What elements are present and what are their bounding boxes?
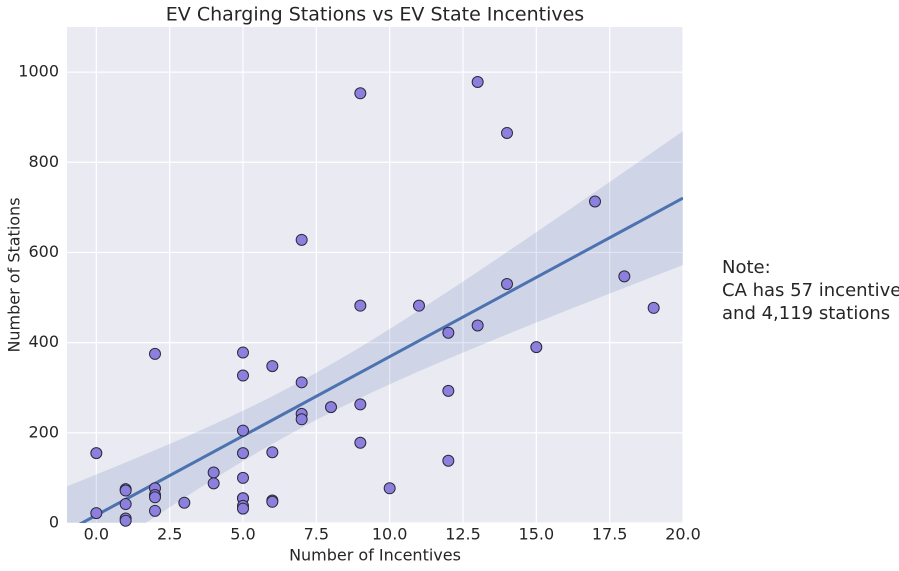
y-tick-label: 0 — [49, 513, 59, 532]
point — [383, 482, 396, 495]
point — [501, 126, 513, 139]
x-tick-label: 2.5 — [157, 525, 182, 544]
x-tick-label: 5.0 — [230, 525, 255, 544]
point — [90, 507, 103, 520]
point — [237, 424, 249, 437]
chart-title: EV Charging Stations vs EV State Incenti… — [166, 4, 584, 26]
point — [237, 502, 249, 515]
point — [442, 384, 455, 397]
point — [295, 233, 308, 246]
point — [237, 471, 249, 484]
point — [119, 514, 132, 527]
point — [354, 299, 367, 312]
point — [237, 369, 249, 382]
point — [354, 436, 367, 449]
point — [90, 447, 103, 460]
point — [266, 360, 279, 373]
x-axis-label: Number of Incentives — [289, 546, 461, 565]
point — [413, 299, 425, 312]
y-tick-label: 200 — [28, 422, 59, 441]
annotation: Note: — [722, 257, 771, 278]
x-tick-label: 20.0 — [665, 525, 701, 544]
point — [149, 504, 161, 517]
confidence-band — [67, 131, 683, 523]
point — [471, 319, 484, 332]
point — [618, 270, 631, 283]
point — [178, 496, 191, 509]
x-tick-label: 12.5 — [445, 525, 481, 544]
y-tick-label: 1000 — [18, 62, 59, 81]
point — [119, 484, 132, 497]
y-tick-label: 800 — [28, 152, 59, 171]
point — [237, 447, 249, 460]
x-tick-label: 7.5 — [304, 525, 329, 544]
point — [266, 446, 279, 459]
point — [207, 466, 220, 479]
point — [530, 341, 543, 354]
y-tick-label: 600 — [28, 242, 59, 261]
y-tick-label: 400 — [28, 332, 59, 351]
x-tick-label: 0.0 — [84, 525, 109, 544]
point — [149, 347, 161, 360]
point — [295, 376, 308, 389]
point — [471, 76, 484, 89]
point — [207, 477, 220, 490]
x-tick-label: 15.0 — [519, 525, 555, 544]
y-axis-label: Number of Stations — [5, 197, 24, 352]
point — [266, 495, 279, 508]
annotation: and 4,119 stations — [722, 303, 890, 324]
point — [354, 398, 367, 411]
point — [295, 413, 308, 426]
annotation: CA has 57 incentives — [722, 280, 899, 301]
point — [647, 301, 660, 314]
point — [119, 498, 132, 511]
x-tick-label: 17.5 — [592, 525, 628, 544]
point — [442, 454, 455, 467]
regression-line — [78, 196, 683, 523]
x-tick-label: 10.0 — [372, 525, 408, 544]
point — [354, 87, 367, 100]
point — [442, 326, 455, 339]
point — [325, 401, 337, 414]
point — [149, 491, 161, 504]
point — [501, 278, 513, 291]
point — [589, 195, 601, 208]
point — [237, 346, 249, 359]
